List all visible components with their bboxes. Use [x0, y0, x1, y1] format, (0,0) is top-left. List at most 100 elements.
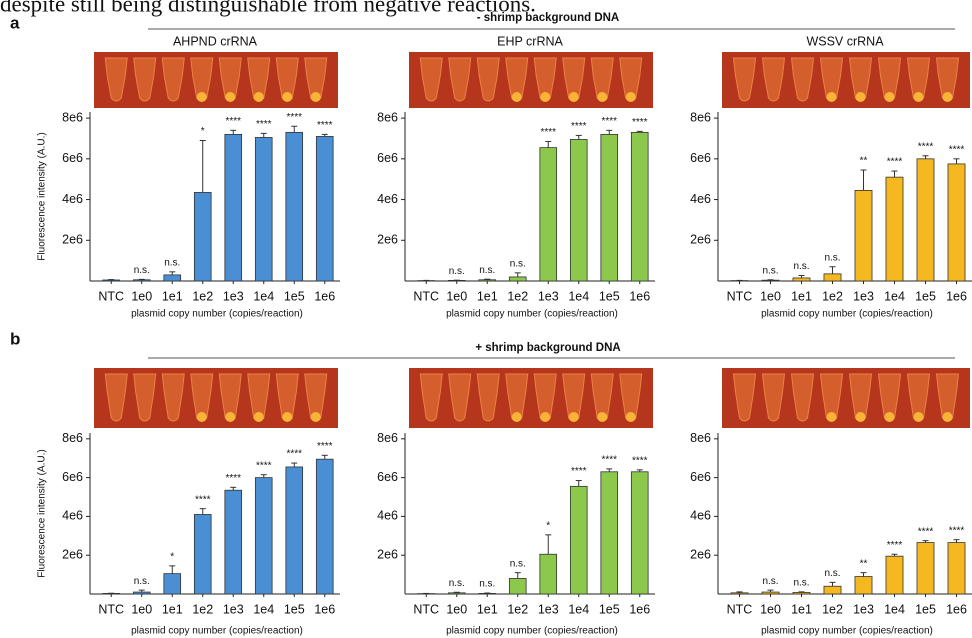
x-tick-label: 1e3	[853, 602, 874, 616]
x-tick-label: 1e0	[131, 602, 152, 616]
tube-photo	[94, 52, 338, 108]
x-axis-label: plasmid copy number (copies/reaction)	[761, 626, 933, 637]
significance-label: ****	[195, 494, 211, 505]
significance-label: ****	[887, 540, 903, 551]
y-tick-label: 2e6	[62, 233, 83, 247]
bar	[255, 478, 272, 594]
x-tick-label: 1e0	[760, 289, 781, 303]
x-axis-label: plasmid copy number (copies/reaction)	[446, 626, 618, 637]
x-tick-label: 1e0	[131, 289, 152, 303]
bar	[631, 132, 648, 281]
y-tick-label: 2e6	[690, 548, 711, 562]
tube-glow	[569, 92, 579, 102]
significance-label: ****	[601, 116, 617, 127]
significance-label: ****	[949, 525, 965, 536]
bar	[731, 593, 748, 594]
significance-label: n.s.	[449, 578, 465, 589]
y-tick-label: 6e6	[62, 151, 83, 165]
bar	[509, 578, 526, 594]
tube-glow	[225, 412, 235, 422]
tube-glow	[914, 412, 924, 422]
significance-label: n.s.	[824, 568, 840, 579]
bar	[164, 574, 181, 594]
panel-label: b	[10, 329, 20, 348]
tube-glow	[254, 412, 264, 422]
tube-glow	[597, 92, 607, 102]
x-tick-label: 1e4	[253, 289, 274, 303]
significance-label: *	[201, 126, 205, 137]
bar	[133, 592, 150, 594]
bar	[886, 177, 903, 281]
tube-photo	[409, 368, 653, 428]
panel-label: a	[10, 13, 20, 32]
significance-label: **	[860, 558, 868, 569]
significance-label: **	[860, 156, 868, 167]
y-tick-label: 6e6	[62, 470, 83, 484]
x-tick-label: 1e5	[284, 289, 305, 303]
tube-glow	[311, 412, 321, 422]
x-tick-label: NTC	[98, 602, 124, 616]
y-tick-label: 2e6	[377, 233, 398, 247]
x-tick-label: 1e0	[760, 602, 781, 616]
x-tick-label: 1e6	[314, 602, 335, 616]
x-tick-label: 1e6	[629, 289, 650, 303]
significance-label: ****	[225, 473, 241, 484]
x-tick-label: 1e5	[599, 289, 620, 303]
x-tick-label: 1e4	[884, 602, 905, 616]
significance-label: ****	[256, 119, 272, 130]
x-tick-label: 1e1	[162, 289, 183, 303]
bar	[824, 274, 841, 281]
bar	[479, 280, 496, 281]
tube-photo	[409, 52, 653, 108]
tube-glow	[197, 92, 207, 102]
bar	[570, 139, 587, 281]
significance-label: n.s.	[510, 258, 526, 269]
y-tick-label: 2e6	[377, 548, 398, 562]
x-tick-label: 1e0	[446, 602, 467, 616]
significance-label: ****	[286, 449, 302, 460]
tube-glow	[512, 412, 522, 422]
tube-glow	[827, 92, 837, 102]
x-tick-label: 1e2	[822, 602, 843, 616]
significance-label: n.s.	[134, 265, 150, 276]
bar	[917, 159, 934, 281]
x-tick-label: 1e3	[853, 289, 874, 303]
x-tick-label: 1e4	[884, 289, 905, 303]
tube-glow	[540, 92, 550, 102]
bar	[601, 134, 618, 281]
chart-title: EHP crRNA	[497, 34, 563, 48]
chart-title: WSSV crRNA	[806, 34, 884, 48]
y-tick-label: 8e6	[377, 431, 398, 445]
tube-glow	[885, 412, 895, 422]
x-tick-label: 1e3	[538, 602, 559, 616]
y-tick-label: 4e6	[377, 192, 398, 206]
tube-glow	[856, 92, 866, 102]
bar	[886, 556, 903, 594]
x-tick-label: 1e5	[599, 602, 620, 616]
x-tick-label: 1e1	[477, 289, 498, 303]
x-tick-label: NTC	[413, 602, 439, 616]
tube-photo	[722, 52, 970, 108]
x-tick-label: 1e2	[507, 289, 528, 303]
bar	[917, 543, 934, 594]
figure: despite still being distinguishable from…	[0, 0, 972, 638]
x-tick-label: 1e2	[192, 289, 213, 303]
significance-label: n.s.	[134, 576, 150, 587]
x-axis-label: plasmid copy number (copies/reaction)	[131, 626, 303, 637]
significance-label: ****	[571, 466, 587, 477]
significance-label: n.s.	[762, 576, 778, 587]
bar	[316, 459, 333, 594]
x-tick-label: 1e2	[507, 602, 528, 616]
bar	[133, 280, 150, 281]
significance-label: n.s.	[762, 265, 778, 276]
tube-glow	[282, 92, 292, 102]
y-axis-label: Fluorescence intensity (A.U.)	[37, 132, 48, 260]
significance-label: n.s.	[793, 578, 809, 589]
bar	[540, 554, 557, 594]
x-tick-label: 1e6	[629, 602, 650, 616]
significance-label: n.s.	[793, 261, 809, 272]
y-tick-label: 2e6	[690, 233, 711, 247]
x-tick-label: 1e5	[915, 289, 936, 303]
x-axis-label: plasmid copy number (copies/reaction)	[131, 309, 303, 320]
x-axis-label: plasmid copy number (copies/reaction)	[761, 309, 933, 320]
